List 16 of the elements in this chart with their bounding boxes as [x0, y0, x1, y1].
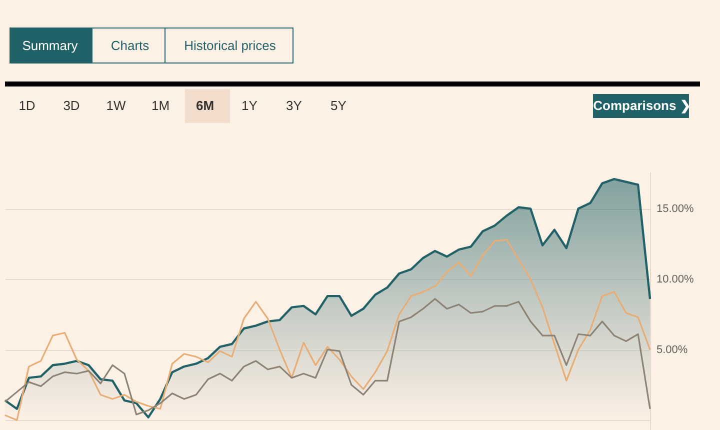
text: 1Y — [242, 98, 258, 113]
text: 1W — [106, 98, 126, 113]
text: Historical prices — [184, 38, 276, 53]
text: 1D — [18, 98, 36, 113]
line-series — [4, 298, 651, 416]
text: 3D — [63, 98, 80, 113]
line-series — [4, 238, 651, 421]
text: 6M — [196, 98, 214, 113]
y-tick-label: 10.00% — [656, 274, 694, 286]
text: 1M — [151, 98, 170, 113]
y-tick-label: 5.00% — [656, 344, 688, 356]
text: Charts — [110, 38, 150, 53]
text: 3Y — [286, 98, 302, 113]
text: 5Y — [330, 98, 347, 113]
y-tick-label: 15.00% — [656, 203, 694, 216]
text: Summary — [22, 38, 78, 53]
